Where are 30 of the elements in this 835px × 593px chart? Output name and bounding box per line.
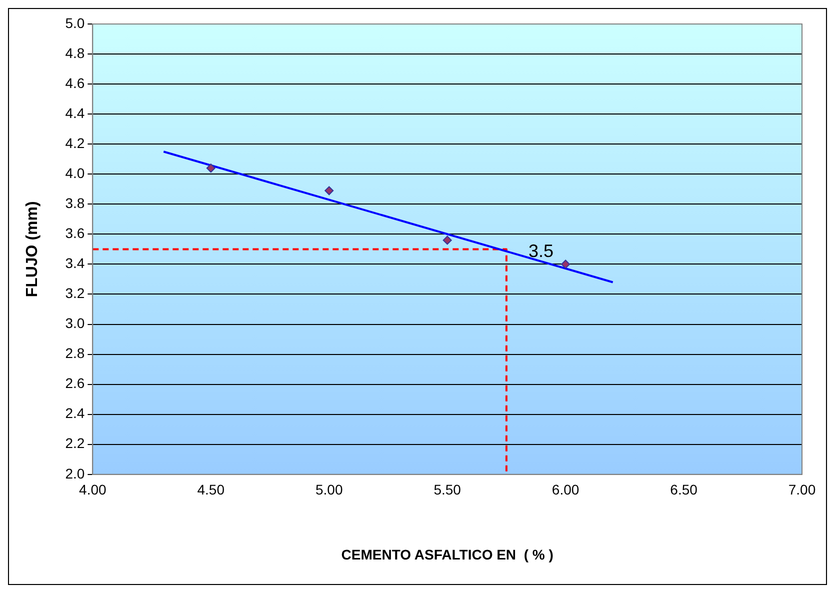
x-tick-label: 4.50 [197,482,225,498]
x-tick-label: 7.00 [788,482,816,498]
y-tick-label: 4.8 [65,44,85,61]
annotation: 3.5 [528,241,554,262]
y-tick-label: 5.0 [65,14,85,31]
y-tick-label: 3.2 [65,285,85,302]
point [324,186,334,196]
x-tick-label: 4.00 [79,482,106,498]
point [442,236,452,245]
y-tick-label: 4.6 [65,74,85,91]
y-axis-title: FLUJO (mm) [24,201,42,298]
x-tick-label: 6.00 [552,482,580,498]
point [206,164,216,173]
y-tick-label: 2.0 [65,465,85,482]
x-axis-title: CEMENTO ASFALTICO EN ( % ) [341,546,554,562]
y-tick-label: 4.0 [65,164,85,181]
point [561,260,570,269]
y-tick-label: 2.6 [65,375,85,392]
y-tick-label: 4.2 [65,134,85,151]
y-tick-label: 2.4 [65,405,85,422]
y-tick-label: 3.0 [65,315,85,332]
x-tick-label: 5.50 [434,482,462,498]
y-tick-label: 3.6 [65,225,85,242]
y-tick-label: 2.8 [65,345,85,362]
y-tick-label: 3.4 [65,255,85,272]
y-tick-label: 2.2 [65,435,85,452]
y-tick-label: 4.4 [65,104,85,121]
y-tick-label: 3.8 [65,195,85,212]
x-tick-label: 6.50 [670,482,698,498]
x-tick-label: 5.00 [315,482,343,498]
